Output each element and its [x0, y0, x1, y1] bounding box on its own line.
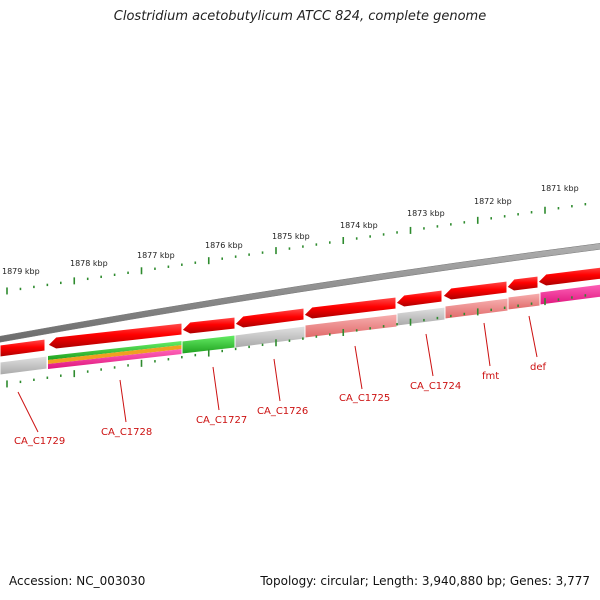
gene-arrow-ca-c1725-fwd	[303, 296, 397, 320]
feature-segment-ca-c1728-pink	[48, 349, 182, 369]
leader-ca-c1728	[119, 379, 127, 423]
kbp-label-1871: 1871 kbp	[541, 184, 579, 193]
kbp-label-1874: 1874 kbp	[340, 221, 378, 230]
feature-segment-ca-c1729	[0, 355, 48, 376]
gene-label-ca-c1724: CA_C1724	[410, 381, 461, 392]
feature-segment-ca-c1724	[396, 306, 446, 327]
genome-summary-text: Topology: circular; Length: 3,940,880 bp…	[260, 574, 590, 588]
feature-segment-def	[507, 292, 541, 311]
leader-ca-c1724	[425, 333, 434, 377]
gene-label-ca-c1729: CA_C1729	[14, 436, 65, 447]
gene-arrow-ca-c1727-fwd	[181, 316, 236, 335]
genome-backbone	[0, 243, 600, 343]
gene-arrow-ca-c1726-fwd	[234, 307, 305, 329]
gene-arrow-ca-c1724-fwd	[395, 289, 443, 308]
kbp-label-1873: 1873 kbp	[407, 209, 445, 218]
feature-segment-ca-c1725	[304, 313, 398, 339]
feature-segment-fmt	[444, 297, 509, 320]
leader-def	[528, 315, 538, 358]
gene-labels: CA_C1729 CA_C1728 CA_C1727 CA_C1726 CA_C…	[14, 362, 547, 447]
leader-ca-c1727	[212, 366, 220, 411]
kbp-scale	[6, 202, 587, 295]
gene-arrow-ca-c1729-fwd	[0, 338, 46, 358]
gene-label-ca-c1728: CA_C1728	[101, 427, 152, 438]
gene-arrow-def-fwd	[506, 275, 539, 292]
kbp-label-1875: 1875 kbp	[272, 232, 310, 241]
gene-arrow-next-fwd	[537, 266, 600, 287]
leader-ca-c1729	[17, 391, 39, 433]
gene-label-def: def	[530, 362, 547, 373]
gene-arrow-fmt-fwd	[442, 280, 508, 301]
feature-segment-next-pink	[539, 283, 600, 306]
kbp-label-1878: 1878 kbp	[70, 259, 108, 268]
kbp-labels: 1879 kbp 1878 kbp 1877 kbp 1876 kbp 1875…	[2, 184, 579, 276]
feature-segment-ca-c1728-green	[48, 341, 182, 360]
gene-label-ca-c1725: CA_C1725	[339, 393, 390, 404]
kbp-label-1872: 1872 kbp	[474, 197, 512, 206]
leader-ca-c1726	[273, 358, 281, 402]
feature-segment-ca-c1728-orange	[48, 345, 182, 364]
forward-strand-genes	[0, 266, 600, 358]
accession-text: Accession: NC_003030	[9, 574, 146, 588]
gene-arrow-ca-c1728-fwd	[47, 322, 183, 350]
gene-label-ca-c1727: CA_C1727	[196, 415, 247, 426]
kbp-label-1876: 1876 kbp	[205, 241, 243, 250]
feature-segment-ca-c1726	[234, 325, 306, 349]
feature-band	[0, 283, 600, 376]
gene-leader-lines	[17, 315, 538, 433]
map-title: Clostridium acetobutylicum ATCC 824, com…	[113, 9, 487, 24]
leader-ca-c1725	[354, 345, 363, 390]
kbp-label-1879: 1879 kbp	[2, 267, 40, 276]
kbp-label-1877: 1877 kbp	[137, 251, 175, 260]
gene-label-ca-c1726: CA_C1726	[257, 406, 308, 417]
leader-fmt	[483, 322, 491, 367]
inner-scale	[6, 294, 587, 388]
gene-label-fmt: fmt	[482, 371, 499, 382]
